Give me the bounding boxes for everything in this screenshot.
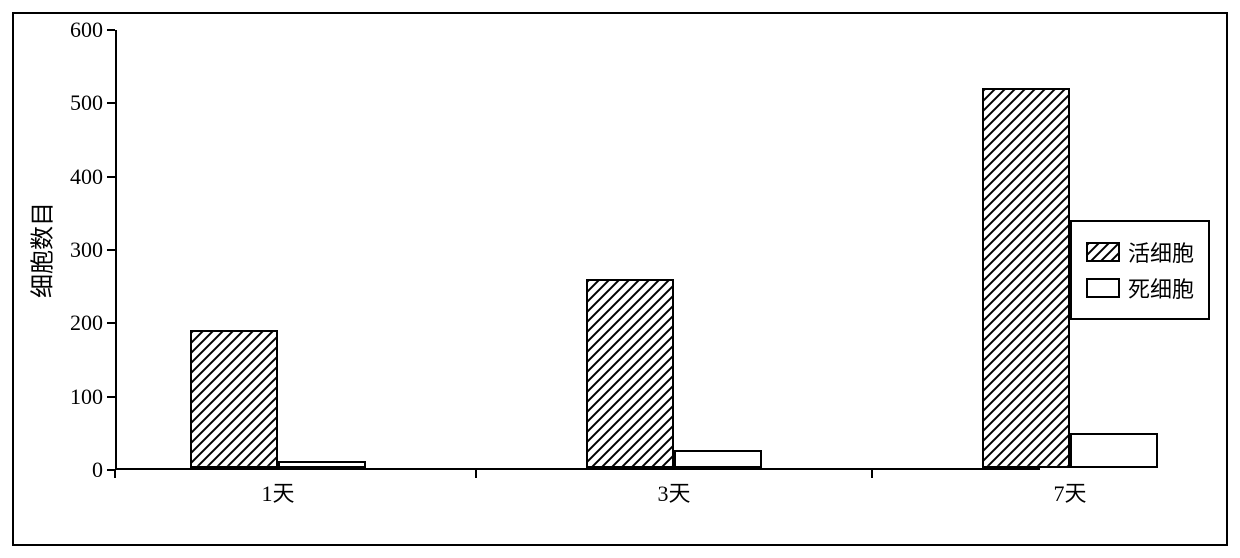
legend-label-dead: 死细胞 <box>1128 272 1194 304</box>
x-category-label: 1天 <box>261 476 294 508</box>
bar-live <box>586 279 674 468</box>
y-tick <box>107 322 115 324</box>
y-axis-title: 细胞数目 <box>23 202 58 298</box>
legend-swatch-hatched <box>1086 242 1120 262</box>
y-tick-label: 600 <box>70 17 103 43</box>
y-tick-label: 300 <box>70 237 103 263</box>
y-tick <box>107 396 115 398</box>
bar-dead <box>1070 433 1158 468</box>
x-tick <box>475 470 477 478</box>
bar-live <box>982 88 1070 468</box>
y-axis-line <box>115 30 117 470</box>
y-tick-label: 100 <box>70 384 103 410</box>
y-tick-label: 200 <box>70 310 103 336</box>
y-tick <box>107 176 115 178</box>
x-tick <box>871 470 873 478</box>
legend-item-live: 活细胞 <box>1086 236 1194 268</box>
bar-dead <box>674 450 762 468</box>
legend: 活细胞 死细胞 <box>1070 220 1210 320</box>
y-tick-label: 500 <box>70 90 103 116</box>
y-tick-label: 400 <box>70 164 103 190</box>
chart-container: 细胞数目 1天3天7天 活细胞 死细胞 0100200300400500600 <box>0 0 1240 558</box>
plot-area: 1天3天7天 <box>115 30 1035 470</box>
legend-label-live: 活细胞 <box>1128 236 1194 268</box>
y-tick-label: 0 <box>92 457 103 483</box>
x-category-label: 7天 <box>1053 476 1086 508</box>
legend-item-dead: 死细胞 <box>1086 272 1194 304</box>
x-axis-line <box>115 468 1040 470</box>
y-tick <box>107 29 115 31</box>
x-category-label: 3天 <box>657 476 690 508</box>
bar-live <box>190 330 278 468</box>
bar-dead <box>278 461 366 468</box>
y-tick <box>107 249 115 251</box>
y-tick <box>107 102 115 104</box>
legend-swatch-plain <box>1086 278 1120 298</box>
x-tick <box>114 470 116 478</box>
